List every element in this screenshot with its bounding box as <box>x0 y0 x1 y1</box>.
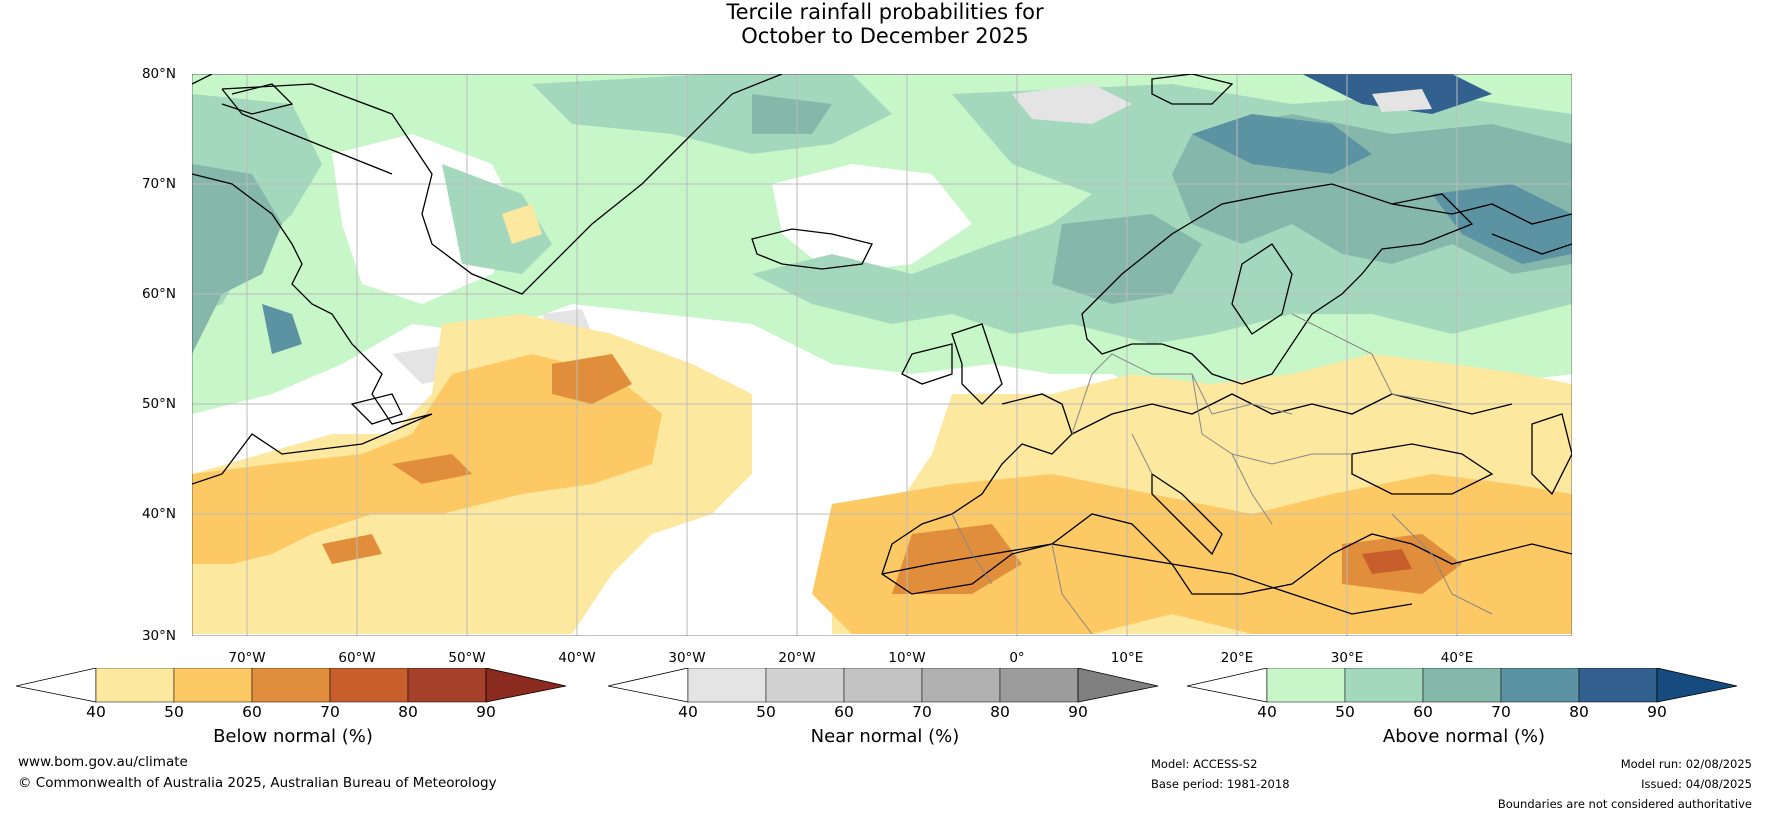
title-line-1: Tercile rainfall probabilities for <box>726 0 1044 24</box>
colorbar-near-tick: 60 <box>834 703 854 721</box>
footer-issued: Issued: 04/08/2025 <box>1641 777 1752 791</box>
colorbar-near-tick: 70 <box>912 703 932 721</box>
lon-label-30e: 30°E <box>1330 650 1364 666</box>
colorbar-below-tick: 40 <box>86 703 106 721</box>
footer-base-period: Base period: 1981-2018 <box>1151 777 1290 791</box>
colorbar-above-tick: 70 <box>1491 703 1511 721</box>
colorbar-near-swatches <box>608 668 1159 703</box>
lat-label-60n: 60°N <box>141 286 176 302</box>
colorbar-above-swatches <box>1187 668 1738 703</box>
colorbar-below-tick: 60 <box>242 703 262 721</box>
colorbar-below-swatches <box>16 668 567 703</box>
colorbar-below-tick: 90 <box>476 703 496 721</box>
lon-label-20e: 20°E <box>1220 650 1254 666</box>
lon-label-70w: 70°W <box>228 650 266 666</box>
lat-label-80n: 80°N <box>141 66 176 82</box>
map-svg <box>192 74 1572 636</box>
colorbar-above-label: Above normal (%) <box>1382 726 1546 747</box>
footer-model: Model: ACCESS-S2 <box>1151 757 1258 771</box>
lon-label-60w: 60°W <box>338 650 376 666</box>
colorbar-near-tick: 80 <box>990 703 1010 721</box>
lon-label-40w: 40°W <box>558 650 596 666</box>
colorbar-near-tick: 50 <box>756 703 776 721</box>
lon-label-10e: 10°E <box>1110 650 1144 666</box>
colorbar-below-tick: 50 <box>164 703 184 721</box>
title-line-2: October to December 2025 <box>741 24 1029 48</box>
colorbar-below-tick: 70 <box>320 703 340 721</box>
lat-label-70n: 70°N <box>141 176 176 192</box>
map-title: Tercile rainfall probabilities for Octob… <box>0 0 1770 48</box>
lon-label-10w: 10°W <box>888 650 926 666</box>
colorbar-below-label: Below normal (%) <box>213 726 373 747</box>
footer-copyright: © Commonwealth of Australia 2025, Austra… <box>18 775 497 791</box>
lat-label-40n: 40°N <box>141 506 176 522</box>
colorbar-near-label: Near normal (%) <box>810 726 960 747</box>
lon-label-40e: 40°E <box>1440 650 1474 666</box>
lat-label-50n: 50°N <box>141 396 176 412</box>
colorbar-near-tick: 90 <box>1068 703 1088 721</box>
colorbar-near-tick: 40 <box>678 703 698 721</box>
lon-label-0: 0° <box>1009 650 1025 666</box>
lon-label-30w: 30°W <box>668 650 706 666</box>
colorbar-above-tick: 60 <box>1413 703 1433 721</box>
lon-label-20w: 20°W <box>778 650 816 666</box>
colorbar-above-tick: 90 <box>1647 703 1667 721</box>
colorbar-below-tick: 80 <box>398 703 418 721</box>
footer-disclaimer: Boundaries are not considered authoritat… <box>1497 797 1752 811</box>
coastlines <box>192 74 1572 615</box>
lon-label-50w: 50°W <box>448 650 486 666</box>
colorbar-above-tick: 80 <box>1569 703 1589 721</box>
graticule <box>192 74 1572 636</box>
country-borders <box>951 313 1493 635</box>
footer-website-link[interactable]: www.bom.gov.au/climate <box>18 754 188 770</box>
lat-label-30n: 30°N <box>141 628 176 644</box>
map-panel: 80°N 70°N 60°N 50°N 40°N 30°N 70°W 60°W … <box>142 66 1572 666</box>
colorbar-above-tick: 50 <box>1335 703 1355 721</box>
above-normal-field <box>192 74 1572 604</box>
colorbar-above-tick: 40 <box>1257 703 1277 721</box>
footer-model-run: Model run: 02/08/2025 <box>1620 757 1752 771</box>
